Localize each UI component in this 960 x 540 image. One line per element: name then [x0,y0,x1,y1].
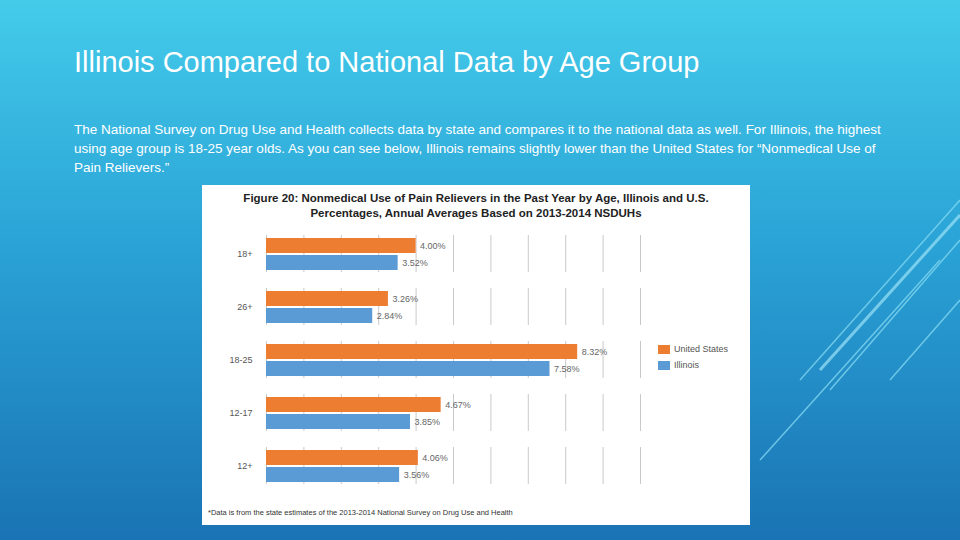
html-text:Illinois: Illinois [674,360,699,370]
html-text:United States: United States [674,344,728,354]
svg-text:2.84%: 2.84% [377,311,403,321]
svg-text:3.56%: 3.56% [404,470,430,480]
svg-text:3.52%: 3.52% [402,258,428,268]
svg-text:4.67%: 4.67% [445,400,471,410]
svg-text:7.58%: 7.58% [554,364,580,374]
html-text:Illinois Compared to National: Illinois Compared to National Data by Ag… [74,46,700,78]
svg-text:3.26%: 3.26% [392,294,418,304]
svg-text:12-17: 12-17 [229,408,252,418]
svg-text:26+: 26+ [237,302,252,312]
html-text:The National Survey on Drug Us: The National Survey on Drug Use and Heal… [74,122,881,175]
html-text:*Data is from the state estima: *Data is from the state estimates of the… [208,508,513,517]
svg-text:12+: 12+ [237,461,252,471]
svg-text:3.85%: 3.85% [414,417,440,427]
html-text:Figure 20: Nonmedical Use of P: Figure 20: Nonmedical Use of Pain Reliev… [243,192,709,219]
svg-text:4.06%: 4.06% [422,453,448,463]
svg-text:18-25: 18-25 [229,355,252,365]
svg-text:4.00%: 4.00% [420,241,446,251]
svg-text:8.32%: 8.32% [582,347,608,357]
svg-text:18+: 18+ [237,249,252,259]
